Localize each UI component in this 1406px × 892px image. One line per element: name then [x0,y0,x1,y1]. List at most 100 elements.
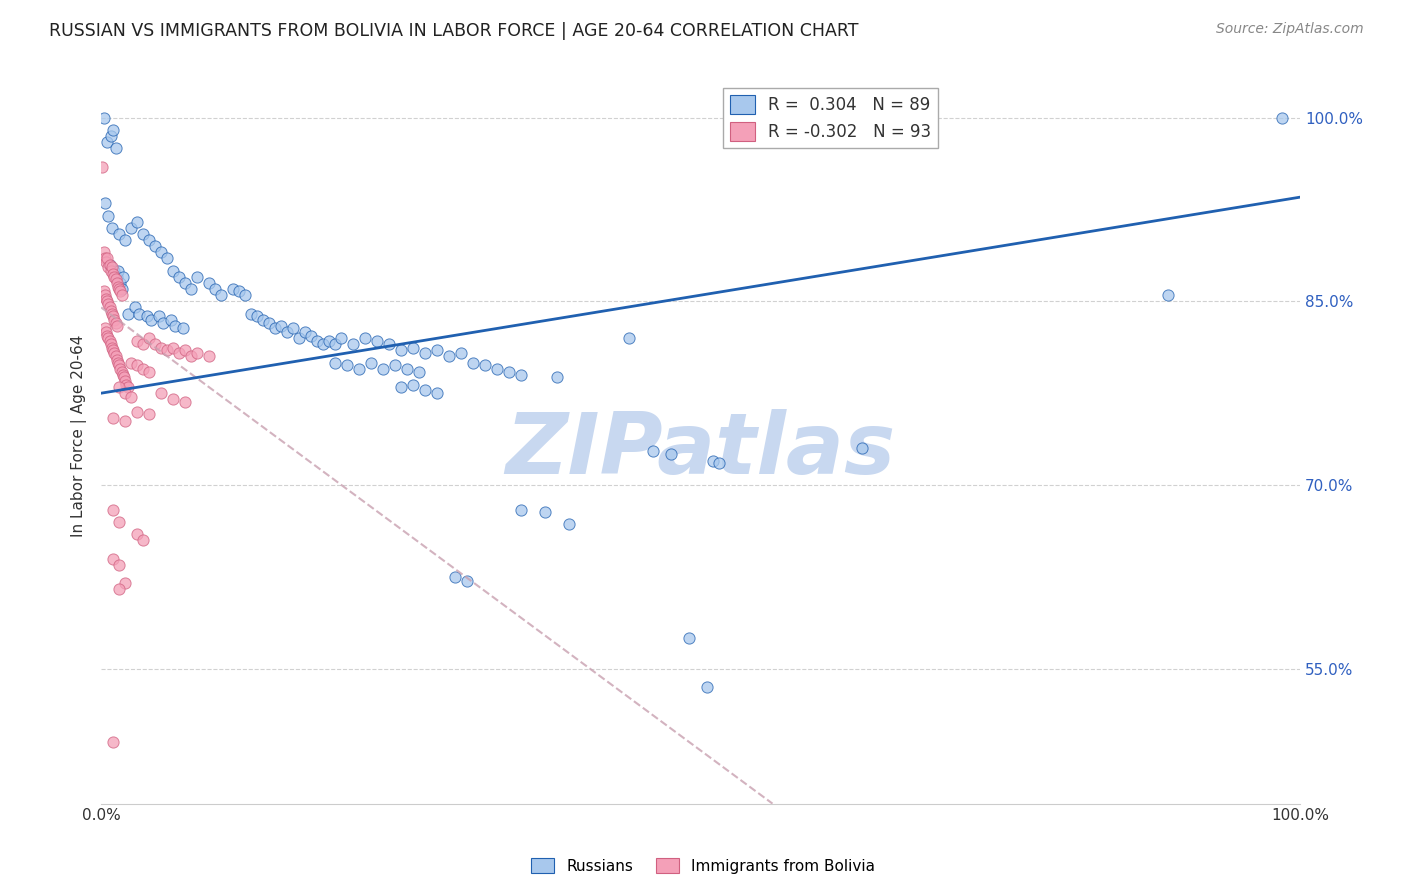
Point [702,453,724,467]
Point [98,334,121,348]
Point [186,269,208,284]
Point [110,361,132,376]
Point [546,370,568,384]
Point [167,269,190,284]
Point [104,141,127,155]
Point [389,380,412,394]
Point [413,383,436,397]
Point [347,361,370,376]
Y-axis label: In Labor Force | Age 20-64: In Labor Force | Age 20-64 [72,334,87,537]
Point [98,258,121,272]
Point [156,343,179,358]
Point [294,325,316,339]
Point [120,355,142,369]
Point [108,515,131,529]
Point [103,263,125,277]
Point [105,269,128,284]
Point [114,576,136,591]
Point [378,337,401,351]
Point [110,282,132,296]
Point [148,309,170,323]
Point [408,365,430,379]
Point [117,380,139,394]
Point [127,215,149,229]
Point [222,282,245,296]
Point [150,386,173,401]
Point [120,220,142,235]
Point [101,307,124,321]
Point [138,407,160,421]
Point [456,574,478,588]
Point [305,334,328,348]
Point [276,325,298,339]
Point [94,292,117,306]
Point [107,279,129,293]
Point [318,334,340,348]
Point [108,282,131,296]
Point [186,345,208,359]
Point [336,358,359,372]
Point [198,276,221,290]
Point [127,527,149,541]
Point [659,447,682,461]
Point [101,735,124,749]
Point [426,343,449,358]
Point [851,442,873,456]
Point [707,456,730,470]
Point [117,307,139,321]
Point [270,318,292,333]
Point [165,318,187,333]
Point [402,341,425,355]
Point [204,282,226,296]
Point [94,255,117,269]
Point [437,350,460,364]
Point [174,276,197,290]
Point [110,288,132,302]
Point [101,268,124,282]
Point [100,128,122,143]
Point [360,355,382,369]
Point [108,582,131,597]
Point [228,285,250,299]
Point [104,350,127,364]
Point [323,337,346,351]
Point [108,227,131,241]
Point [93,196,115,211]
Point [413,345,436,359]
Point [110,276,132,290]
Text: Source: ZipAtlas.com: Source: ZipAtlas.com [1216,22,1364,37]
Point [111,368,134,382]
Point [384,358,406,372]
Point [389,343,412,358]
Point [162,341,184,355]
Point [366,334,388,348]
Point [127,404,149,418]
Point [141,312,163,326]
Point [288,331,311,345]
Point [312,337,335,351]
Point [96,328,118,343]
Point [167,345,190,359]
Point [114,414,136,428]
Point [696,680,718,694]
Point [323,355,346,369]
Point [281,321,304,335]
Point [329,331,352,345]
Point [101,343,124,358]
Point [110,285,132,299]
Point [138,331,160,345]
Point [498,365,520,379]
Point [180,350,202,364]
Point [509,368,531,382]
Point [97,297,120,311]
Point [371,361,394,376]
Point [138,233,160,247]
Point [114,233,136,247]
Point [115,377,138,392]
Point [354,331,377,345]
Point [111,269,134,284]
Point [152,317,174,331]
Point [103,345,125,359]
Point [103,312,125,326]
Point [101,260,124,274]
